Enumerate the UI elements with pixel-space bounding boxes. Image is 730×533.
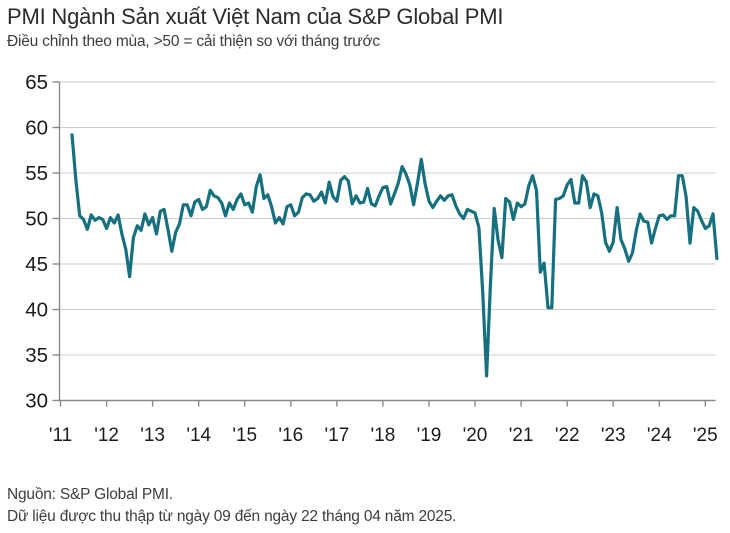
source-note: Nguồn: S&P Global PMI. <box>7 486 173 503</box>
svg-text:35: 35 <box>25 344 48 367</box>
svg-text:'11: '11 <box>49 425 72 446</box>
svg-text:'12: '12 <box>94 425 119 446</box>
pmi-line-chart: 30 35 40 45 50 55 60 65 '11 '12 '13 '14 '15 '16 '17 '18… <box>25 71 719 446</box>
chart-title: PMI Ngành Sản xuất Việt Nam của S&P Glob… <box>7 4 504 29</box>
pmi-series-line <box>70 133 719 378</box>
svg-text:'20: '20 <box>463 425 488 446</box>
svg-text:'14: '14 <box>186 425 211 446</box>
svg-text:'16: '16 <box>278 425 303 446</box>
svg-text:40: 40 <box>25 299 48 322</box>
svg-text:30: 30 <box>25 390 48 413</box>
svg-text:'22: '22 <box>555 425 580 446</box>
collection-period-note: Dữ liệu được thu thập từ ngày 09 đến ngà… <box>7 508 457 525</box>
svg-text:'18: '18 <box>371 425 396 446</box>
svg-text:'19: '19 <box>417 425 442 446</box>
chart-footer: Nguồn: S&P Global PMI. Dữ liệu được thu … <box>7 484 456 528</box>
svg-text:60: 60 <box>25 117 48 140</box>
svg-text:45: 45 <box>25 253 48 276</box>
svg-text:65: 65 <box>25 71 48 94</box>
svg-text:'21: '21 <box>509 425 534 446</box>
svg-text:'23: '23 <box>601 425 626 446</box>
x-tick-labels: '11 '12 '13 '14 '15 '16 '17 '18 '19 '20 '21 '22 '23 '… <box>49 425 718 446</box>
svg-text:'25: '25 <box>693 425 718 446</box>
axes <box>52 81 716 407</box>
pmi-chart-svg: 30 35 40 45 50 55 60 65 '11 '12 '13 '14 '15 '16 '17 '18… <box>25 71 719 446</box>
chart-subtitle: Điều chỉnh theo mùa, >50 = cải thiện so … <box>7 33 380 50</box>
svg-text:55: 55 <box>25 162 48 185</box>
svg-text:50: 50 <box>25 208 48 231</box>
svg-text:'15: '15 <box>232 425 257 446</box>
svg-text:'13: '13 <box>140 425 165 446</box>
svg-text:'24: '24 <box>647 425 672 446</box>
svg-text:'17: '17 <box>325 425 350 446</box>
grid-lines <box>59 81 716 356</box>
y-tick-labels: 30 35 40 45 50 55 60 65 <box>25 71 48 413</box>
